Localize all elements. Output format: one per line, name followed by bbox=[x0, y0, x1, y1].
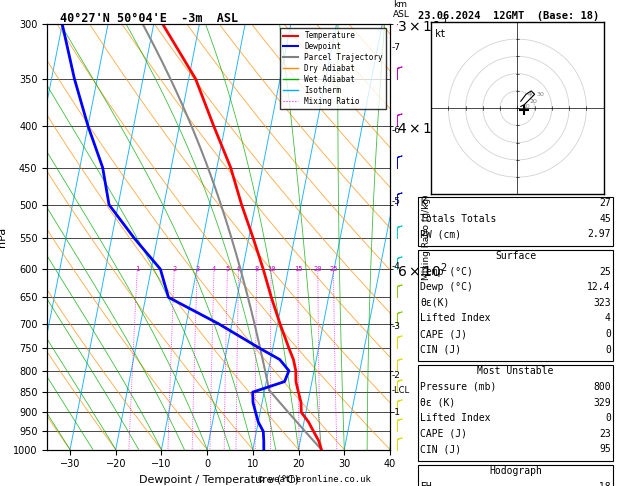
Text: 15: 15 bbox=[294, 266, 303, 272]
Text: Dewp (°C): Dewp (°C) bbox=[420, 282, 473, 293]
Text: -18: -18 bbox=[593, 482, 611, 486]
Text: 4: 4 bbox=[605, 313, 611, 324]
Text: km
ASL: km ASL bbox=[393, 0, 410, 19]
Text: 0: 0 bbox=[605, 329, 611, 339]
Text: -7: -7 bbox=[392, 43, 401, 52]
Legend: Temperature, Dewpoint, Parcel Trajectory, Dry Adiabat, Wet Adiabat, Isotherm, Mi: Temperature, Dewpoint, Parcel Trajectory… bbox=[280, 28, 386, 109]
Text: θε(K): θε(K) bbox=[420, 298, 450, 308]
Text: Pressure (mb): Pressure (mb) bbox=[420, 382, 496, 392]
Text: 8: 8 bbox=[255, 266, 259, 272]
Text: Temp (°C): Temp (°C) bbox=[420, 267, 473, 277]
Text: 23.06.2024  12GMT  (Base: 18): 23.06.2024 12GMT (Base: 18) bbox=[418, 11, 599, 21]
Text: 4: 4 bbox=[212, 266, 216, 272]
Y-axis label: hPa: hPa bbox=[0, 227, 8, 247]
Text: 45: 45 bbox=[599, 214, 611, 224]
Text: 20: 20 bbox=[313, 266, 322, 272]
Text: © weatheronline.co.uk: © weatheronline.co.uk bbox=[258, 474, 371, 484]
Text: 2: 2 bbox=[172, 266, 176, 272]
Text: -6: -6 bbox=[392, 126, 401, 135]
Text: EH: EH bbox=[420, 482, 432, 486]
Text: 27: 27 bbox=[599, 198, 611, 208]
Text: 3: 3 bbox=[195, 266, 199, 272]
Text: -3: -3 bbox=[392, 322, 401, 330]
Text: 30: 30 bbox=[537, 92, 544, 97]
Text: -1: -1 bbox=[392, 408, 401, 417]
Text: Lifted Index: Lifted Index bbox=[420, 313, 491, 324]
Text: CAPE (J): CAPE (J) bbox=[420, 429, 467, 439]
Text: Lifted Index: Lifted Index bbox=[420, 413, 491, 423]
Text: 323: 323 bbox=[593, 298, 611, 308]
Text: -2: -2 bbox=[392, 371, 401, 380]
Text: Hodograph: Hodograph bbox=[489, 466, 542, 476]
Text: CIN (J): CIN (J) bbox=[420, 444, 461, 454]
Text: CIN (J): CIN (J) bbox=[420, 345, 461, 355]
Text: Totals Totals: Totals Totals bbox=[420, 214, 496, 224]
Text: 25: 25 bbox=[329, 266, 338, 272]
Text: 23: 23 bbox=[599, 429, 611, 439]
Text: 10: 10 bbox=[523, 104, 530, 109]
Text: 20: 20 bbox=[530, 99, 537, 104]
Text: Surface: Surface bbox=[495, 251, 536, 261]
Text: 1: 1 bbox=[135, 266, 140, 272]
Text: 40: 40 bbox=[528, 92, 535, 97]
Text: K: K bbox=[420, 198, 426, 208]
Text: PW (cm): PW (cm) bbox=[420, 229, 461, 240]
Text: 25: 25 bbox=[599, 267, 611, 277]
Text: -4: -4 bbox=[392, 261, 401, 271]
Text: 40°27'N 50°04'E  -3m  ASL: 40°27'N 50°04'E -3m ASL bbox=[60, 12, 238, 25]
Text: 6: 6 bbox=[237, 266, 241, 272]
Text: 2.97: 2.97 bbox=[587, 229, 611, 240]
Text: kt: kt bbox=[435, 29, 447, 39]
Text: 10: 10 bbox=[267, 266, 276, 272]
Text: 0: 0 bbox=[605, 345, 611, 355]
Text: Mixing Ratio (g/kg): Mixing Ratio (g/kg) bbox=[422, 194, 431, 280]
Text: 5: 5 bbox=[225, 266, 230, 272]
Text: Most Unstable: Most Unstable bbox=[477, 366, 554, 377]
Text: CAPE (J): CAPE (J) bbox=[420, 329, 467, 339]
Text: -LCL: -LCL bbox=[392, 385, 410, 395]
Text: 0: 0 bbox=[605, 413, 611, 423]
Text: 95: 95 bbox=[599, 444, 611, 454]
Text: 329: 329 bbox=[593, 398, 611, 408]
X-axis label: Dewpoint / Temperature (°C): Dewpoint / Temperature (°C) bbox=[138, 475, 299, 485]
Text: 800: 800 bbox=[593, 382, 611, 392]
Text: 12.4: 12.4 bbox=[587, 282, 611, 293]
Text: -5: -5 bbox=[392, 197, 401, 206]
Text: θε (K): θε (K) bbox=[420, 398, 455, 408]
